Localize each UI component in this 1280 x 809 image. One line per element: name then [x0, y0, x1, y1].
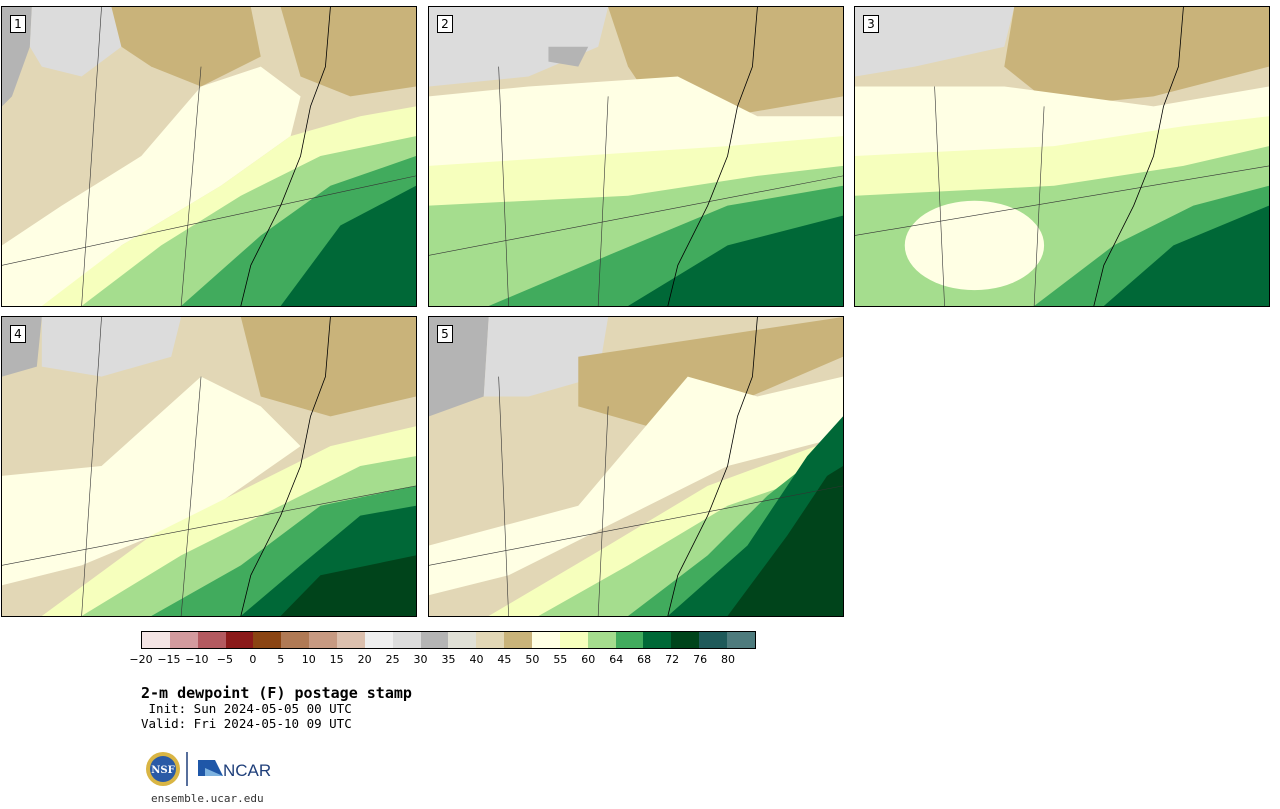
- map-panel-2: 2: [428, 6, 844, 307]
- colorbar-swatch: [671, 632, 700, 648]
- dewpoint-map-5: [429, 317, 843, 616]
- colorbar-tick-label: −10: [185, 653, 209, 666]
- logos: NSF NCAR: [145, 750, 275, 790]
- dewpoint-map-4: [2, 317, 416, 616]
- colorbar-swatch: [504, 632, 533, 648]
- colorbar-tick-label: −5: [216, 653, 233, 666]
- colorbar-swatch: [587, 632, 616, 648]
- colorbar-swatch: [615, 632, 644, 648]
- colorbar-swatch: [253, 632, 282, 648]
- colorbar-tick-label: 72: [665, 653, 680, 666]
- panel-number-4: 4: [10, 325, 26, 343]
- colorbar-tick-label: 15: [329, 653, 344, 666]
- page-title: 2-m dewpoint (F) postage stamp: [141, 684, 412, 702]
- colorbar: [141, 631, 756, 649]
- colorbar-swatch: [532, 632, 560, 648]
- colorbar-swatch: [699, 632, 728, 648]
- colorbar-swatch: [169, 632, 198, 648]
- colorbar-tick-label: 60: [581, 653, 596, 666]
- colorbar-swatch: [643, 632, 672, 648]
- colorbar-tick-label: 0: [249, 653, 257, 666]
- ncar-logo-icon: NCAR: [198, 760, 271, 780]
- colorbar-swatch: [197, 632, 226, 648]
- panel-number-2: 2: [437, 15, 453, 33]
- colorbar-swatch: [476, 632, 505, 648]
- colorbar-tick-label: 5: [277, 653, 285, 666]
- dewpoint-map-1: [2, 7, 416, 306]
- site-url: ensemble.ucar.edu: [151, 792, 264, 805]
- dewpoint-map-3: [855, 7, 1269, 306]
- colorbar-tick-label: 30: [413, 653, 428, 666]
- valid-time: Valid: Fri 2024-05-10 09 UTC: [141, 716, 352, 731]
- nsf-ncar-logo: NSF NCAR: [146, 752, 271, 786]
- colorbar-swatch: [448, 632, 477, 648]
- colorbar-tick-label: 50: [525, 653, 540, 666]
- panel-number-3: 3: [863, 15, 879, 33]
- panel-number-5: 5: [437, 325, 453, 343]
- colorbar-tick-label: 25: [385, 653, 400, 666]
- colorbar-tick-label: 64: [609, 653, 624, 666]
- init-time: Init: Sun 2024-05-05 00 UTC: [141, 701, 352, 716]
- colorbar-tick-labels: −20 −15 −10 −5 0 5 10 15 20 25 30 35 40 45 50 55 60 64 68 7…: [129, 653, 771, 667]
- ncar-logo-text: NCAR: [223, 761, 271, 780]
- colorbar-swatch: [420, 632, 449, 648]
- dewpoint-map-2: [429, 7, 843, 306]
- colorbar-swatch: [392, 632, 421, 648]
- colorbar-tick-label: 40: [469, 653, 484, 666]
- colorbar-swatch: [727, 632, 755, 648]
- colorbar-tick-label: 35: [441, 653, 456, 666]
- colorbar-tick-label: 68: [637, 653, 652, 666]
- colorbar-tick-label: 45: [497, 653, 512, 666]
- colorbar-swatch: [559, 632, 588, 648]
- colorbar-tick-label: 10: [301, 653, 316, 666]
- colorbar-swatch: [225, 632, 254, 648]
- colorbar-swatch: [337, 632, 365, 648]
- nsf-logo-icon: NSF: [146, 752, 180, 786]
- colorbar-swatch: [281, 632, 310, 648]
- panel-number-1: 1: [10, 15, 26, 33]
- nsf-logo-text: NSF: [151, 765, 174, 776]
- map-panel-3: 3: [854, 6, 1270, 307]
- colorbar-swatch: [142, 632, 170, 648]
- colorbar-tick-label: 20: [357, 653, 372, 666]
- colorbar-tick-label: 80: [721, 653, 736, 666]
- colorbar-tick-label: −20: [129, 653, 153, 666]
- colorbar-tick-label: 76: [693, 653, 708, 666]
- colorbar-swatch: [364, 632, 393, 648]
- colorbar-tick-label: 55: [553, 653, 568, 666]
- colorbar-tick-label: −15: [157, 653, 181, 666]
- colorbar-swatch: [309, 632, 338, 648]
- map-panel-1: 1: [1, 6, 417, 307]
- map-panel-4: 4: [1, 316, 417, 617]
- map-panel-5: 5: [428, 316, 844, 617]
